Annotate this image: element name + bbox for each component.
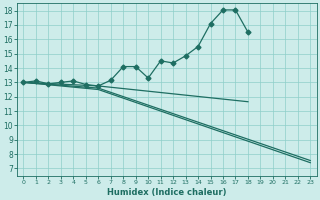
X-axis label: Humidex (Indice chaleur): Humidex (Indice chaleur) bbox=[107, 188, 227, 197]
